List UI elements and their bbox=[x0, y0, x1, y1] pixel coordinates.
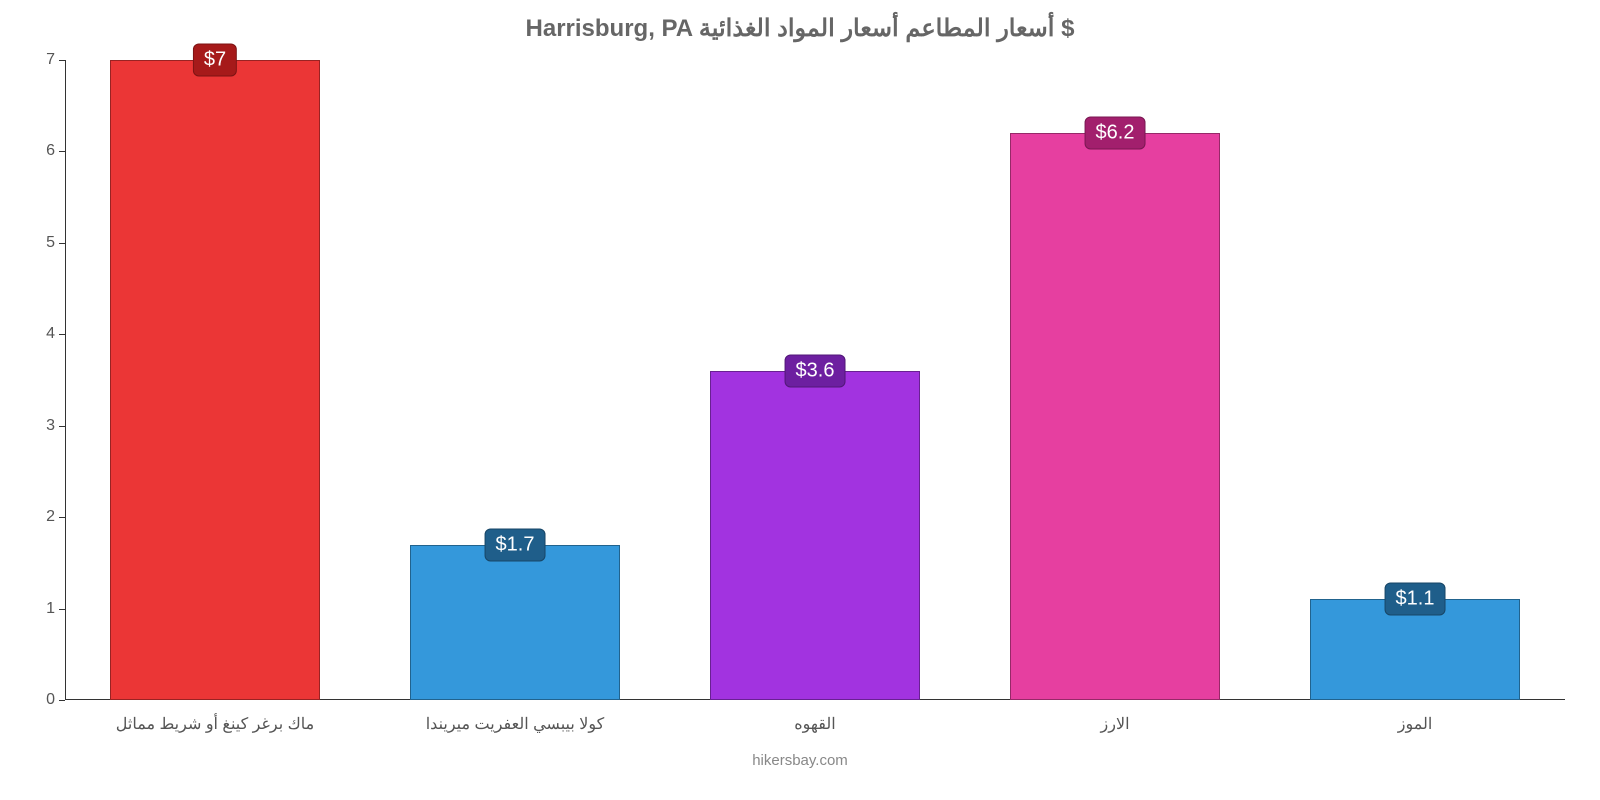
source-label: hikersbay.com bbox=[0, 752, 1600, 769]
chart-container: Harrisburg, PA أسعار المطاعم أسعار الموا… bbox=[0, 0, 1600, 800]
x-label: كولا بيبسي العفريت ميريندا bbox=[426, 700, 605, 734]
plot-area: $7$1.7$3.6$6.2$1.1 01234567ماك برغر كينغ… bbox=[65, 60, 1565, 700]
y-tick-mark bbox=[59, 334, 65, 335]
value-badge: $6.2 bbox=[1085, 117, 1146, 150]
x-label: القهوه bbox=[794, 700, 835, 734]
x-label: الموز bbox=[1398, 700, 1433, 734]
bar-wrap: $7 bbox=[110, 60, 320, 700]
y-tick-mark bbox=[59, 60, 65, 61]
value-badge: $1.1 bbox=[1385, 583, 1446, 616]
x-label: الارز bbox=[1100, 700, 1129, 734]
value-badge: $3.6 bbox=[785, 354, 846, 387]
bar-wrap: $6.2 bbox=[1010, 133, 1220, 700]
value-badge: $1.7 bbox=[485, 528, 546, 561]
bar-wrap: $3.6 bbox=[710, 371, 920, 700]
x-label: ماك برغر كينغ أو شريط مماثل bbox=[116, 700, 314, 734]
y-tick-mark bbox=[59, 426, 65, 427]
bar-wrap: $1.7 bbox=[410, 545, 620, 700]
bars-layer: $7 $1.7 $3.6 $6.2 $1.1 bbox=[65, 60, 1565, 700]
y-tick-mark bbox=[59, 151, 65, 152]
bar-wrap: $1.1 bbox=[1310, 599, 1520, 700]
y-tick-mark bbox=[59, 517, 65, 518]
y-tick-mark bbox=[59, 609, 65, 610]
chart-title: Harrisburg, PA أسعار المطاعم أسعار الموا… bbox=[0, 0, 1600, 43]
value-badge: $7 bbox=[193, 44, 237, 77]
y-tick-mark bbox=[59, 700, 65, 701]
y-tick-mark bbox=[59, 243, 65, 244]
